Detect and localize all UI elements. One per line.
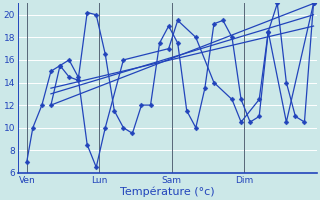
X-axis label: Température (°c): Température (°c) [120,186,214,197]
